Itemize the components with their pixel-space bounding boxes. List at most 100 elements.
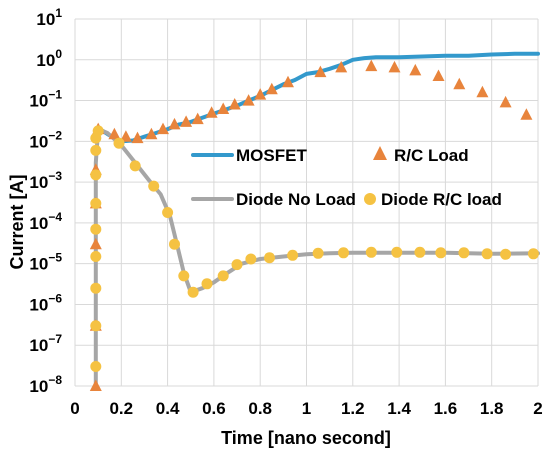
data-point-r-c-load bbox=[89, 237, 102, 250]
legend-swatch-diode-rc-load bbox=[364, 193, 376, 205]
data-point-diode-r-c-load bbox=[481, 248, 493, 260]
x-axis-title: Time [nano second] bbox=[221, 428, 391, 448]
data-point-r-c-load bbox=[365, 59, 378, 72]
data-point-diode-r-c-load bbox=[187, 286, 199, 298]
data-point-diode-r-c-load bbox=[391, 246, 403, 258]
data-point-diode-r-c-load bbox=[414, 246, 426, 258]
data-point-r-c-load bbox=[265, 82, 278, 95]
data-point-r-c-load bbox=[282, 75, 294, 88]
data-point-r-c-load bbox=[168, 117, 181, 130]
x-tick-label: 1.6 bbox=[434, 399, 458, 418]
y-tick-label: 10−7 bbox=[29, 332, 62, 355]
data-point-diode-r-c-load bbox=[231, 259, 243, 271]
data-point-diode-r-c-load bbox=[287, 249, 299, 261]
data-point-diode-r-c-load bbox=[90, 320, 102, 332]
data-point-diode-r-c-load bbox=[90, 251, 102, 262]
data-point-r-c-load bbox=[217, 102, 230, 114]
x-tick-label: 0.2 bbox=[109, 399, 133, 418]
x-tick-label: 0.8 bbox=[248, 399, 272, 418]
legend: MOSFET R/C Load Diode No Load Diode R/C … bbox=[191, 146, 502, 209]
data-point-r-c-load bbox=[520, 108, 533, 120]
data-point-r-c-load bbox=[180, 115, 193, 127]
legend-swatch-rc-load bbox=[373, 146, 387, 160]
data-point-r-c-load bbox=[254, 88, 267, 100]
y-tick-base: 10 bbox=[29, 173, 48, 192]
data-point-r-c-load bbox=[432, 69, 445, 81]
series-layer bbox=[89, 51, 540, 391]
y-tick-base: 10 bbox=[29, 377, 48, 396]
y-tick-label: 10−1 bbox=[29, 88, 62, 111]
data-point-r-c-load bbox=[119, 130, 132, 142]
x-tick-label: 2 bbox=[533, 399, 542, 418]
data-point-r-c-load bbox=[499, 95, 512, 108]
y-tick-base: 10 bbox=[29, 132, 48, 151]
y-tick-base: 10 bbox=[29, 92, 48, 111]
data-point-diode-r-c-load bbox=[169, 238, 180, 250]
data-point-diode-r-c-load bbox=[458, 247, 470, 259]
y-tick-base: 10 bbox=[29, 336, 48, 355]
data-point-r-c-load bbox=[388, 60, 401, 73]
data-point-diode-r-c-load bbox=[92, 125, 104, 137]
x-tick-label: 1 bbox=[302, 399, 311, 418]
y-tick-base: 10 bbox=[29, 295, 48, 314]
y-tick-label: 10−2 bbox=[29, 128, 62, 151]
data-point-diode-r-c-load bbox=[113, 137, 125, 149]
data-point-diode-r-c-load bbox=[201, 278, 213, 290]
x-tick-label: 1.2 bbox=[341, 399, 365, 418]
data-point-diode-r-c-load bbox=[527, 248, 539, 260]
data-point-diode-r-c-load bbox=[365, 246, 377, 258]
x-tick-label: 0.4 bbox=[156, 399, 180, 418]
data-point-r-c-load bbox=[453, 77, 466, 90]
data-point-diode-r-c-load bbox=[264, 252, 275, 264]
axes bbox=[74, 19, 538, 387]
data-point-diode-r-c-load bbox=[500, 248, 512, 260]
data-point-diode-r-c-load bbox=[90, 197, 102, 209]
y-tick-label: 10−3 bbox=[29, 169, 62, 192]
y-tick-exponent: −6 bbox=[48, 291, 62, 305]
y-tick-label: 10−4 bbox=[29, 210, 62, 233]
y-tick-base: 10 bbox=[29, 255, 48, 274]
y-tick-label: 10−5 bbox=[29, 251, 62, 274]
data-point-r-c-load bbox=[314, 65, 327, 78]
y-axis-title: Current [A] bbox=[7, 175, 27, 270]
y-tick-exponent: −7 bbox=[48, 332, 62, 346]
data-point-r-c-load bbox=[89, 379, 102, 391]
y-tick-exponent: −2 bbox=[48, 128, 62, 142]
data-point-r-c-load bbox=[157, 122, 169, 135]
data-point-r-c-load bbox=[131, 131, 144, 144]
data-point-r-c-load bbox=[191, 112, 204, 125]
data-point-diode-r-c-load bbox=[90, 282, 102, 294]
y-tick-exponent: −1 bbox=[48, 88, 62, 102]
y-tick-exponent: −4 bbox=[48, 210, 62, 224]
y-tick-exponent: 0 bbox=[55, 47, 62, 61]
data-point-diode-r-c-load bbox=[90, 169, 102, 181]
data-point-r-c-load bbox=[409, 63, 422, 76]
data-point-r-c-load bbox=[145, 127, 158, 140]
x-tick-label: 0.6 bbox=[202, 399, 226, 418]
data-point-r-c-load bbox=[476, 85, 489, 98]
data-point-diode-r-c-load bbox=[162, 207, 174, 218]
data-point-diode-r-c-load bbox=[90, 144, 102, 156]
y-tick-exponent: −3 bbox=[48, 169, 62, 183]
data-point-diode-r-c-load bbox=[312, 247, 324, 259]
legend-label-diode-no-load: Diode No Load bbox=[236, 190, 356, 209]
data-point-diode-r-c-load bbox=[90, 361, 102, 372]
y-tick-label: 10−6 bbox=[29, 291, 62, 314]
y-tick-base: 10 bbox=[36, 10, 55, 29]
data-point-diode-r-c-load bbox=[338, 247, 349, 259]
y-tick-exponent: −5 bbox=[48, 251, 62, 265]
data-point-diode-r-c-load bbox=[435, 247, 447, 259]
data-point-r-c-load bbox=[228, 98, 241, 110]
y-tick-exponent: 1 bbox=[55, 6, 62, 20]
data-point-r-c-load bbox=[242, 94, 255, 106]
legend-label-mosfet: MOSFET bbox=[236, 146, 307, 165]
y-tick-base: 10 bbox=[36, 51, 55, 70]
y-tick-label: 100 bbox=[36, 47, 62, 70]
data-point-diode-r-c-load bbox=[178, 270, 190, 282]
data-point-diode-r-c-load bbox=[90, 223, 102, 235]
series-diode-r-c-load bbox=[90, 125, 539, 372]
legend-label-diode-rc-load: Diode R/C load bbox=[381, 190, 502, 209]
